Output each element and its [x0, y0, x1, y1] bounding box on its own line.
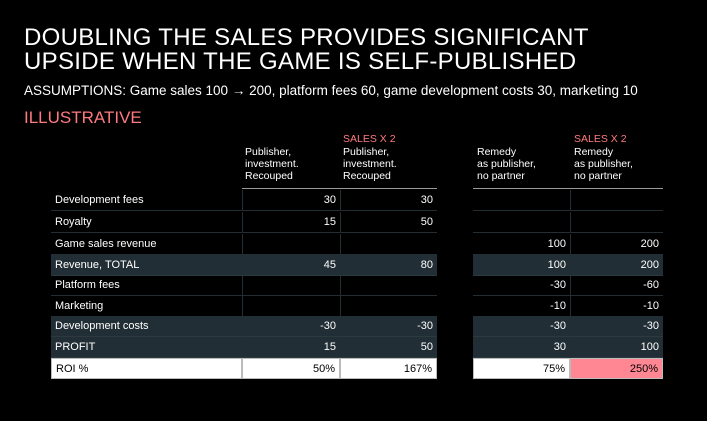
table-row-development-costs: Development costs -30 -30 -30 -30 — [51, 316, 663, 337]
table-cell — [340, 296, 437, 317]
column-header-publisher-sales-x2: SALES X 2 Publisher, investment. Recoupe… — [343, 133, 397, 182]
table-row-marketing: Marketing -10 -10 — [51, 296, 663, 317]
table-cell: 100 — [570, 337, 663, 358]
column-header-line: investment. — [343, 158, 397, 170]
column-header-line: investment. — [245, 158, 299, 170]
table-row-royalty: Royalty 15 50 — [51, 212, 663, 233]
column-header-line: as publisher, — [574, 158, 633, 170]
column-header-line: as publisher, — [477, 158, 536, 170]
table-cell: -30 — [570, 316, 663, 337]
table-row-roi: ROI % 50% 167% 75% 250% — [51, 358, 663, 379]
table-cell: -60 — [570, 275, 663, 296]
table-cell: 50% — [242, 358, 340, 379]
column-header-line: Publisher, — [245, 146, 292, 158]
page-title: DOUBLING THE SALES PROVIDES SIGNIFICANT … — [24, 26, 589, 74]
header-divider — [242, 188, 437, 189]
table-cell: 80 — [340, 255, 437, 276]
table-cell: -30 — [473, 316, 570, 337]
table-cell: 45 — [242, 255, 340, 276]
table-cell: 200 — [570, 234, 663, 255]
title-line-2: UPSIDE WHEN THE GAME IS SELF-PUBLISHED — [24, 48, 577, 75]
row-label: PROFIT — [51, 337, 242, 358]
table-cell: 30 — [473, 337, 570, 358]
table-cell: 15 — [242, 337, 340, 358]
row-label: Revenue, TOTAL — [51, 255, 242, 276]
table-cell — [473, 190, 570, 211]
column-header-remedy-sales-x2: SALES X 2 Remedy as publisher, no partne… — [574, 133, 633, 182]
column-header-line: Recouped — [245, 170, 293, 182]
table-cell: 200 — [570, 255, 663, 276]
assumptions-text: ASSUMPTIONS: Game sales 100 → 200, platf… — [24, 83, 638, 98]
table-row-revenue-total: Revenue, TOTAL 45 80 100 200 — [51, 255, 663, 276]
table-cell: 15 — [242, 212, 340, 233]
column-header-line: Publisher, — [343, 146, 390, 158]
table-cell: 100 — [473, 255, 570, 276]
column-tag — [245, 133, 299, 146]
roi-highlight-cell: 250% — [570, 358, 663, 379]
column-header-line: no partner — [477, 170, 525, 182]
table-row-development-fees: Development fees 30 30 — [51, 190, 663, 211]
table-cell: -30 — [340, 316, 437, 337]
row-label: Development costs — [51, 316, 242, 337]
table-cell: 30 — [242, 190, 340, 211]
column-header-publisher: Publisher, investment. Recouped — [245, 133, 299, 182]
table-cell — [340, 234, 437, 255]
row-label: ROI % — [51, 358, 242, 379]
table-cell: 167% — [340, 358, 437, 379]
table-cell: 30 — [340, 190, 437, 211]
table-cell: 50 — [340, 337, 437, 358]
column-tag — [477, 133, 536, 146]
column-tag: SALES X 2 — [343, 133, 396, 145]
row-label: Platform fees — [51, 275, 242, 296]
table-cell: 100 — [473, 234, 570, 255]
table-cell — [473, 212, 570, 233]
table-cell — [242, 275, 340, 296]
table-cell — [340, 275, 437, 296]
table-row-game-sales-revenue: Game sales revenue 100 200 — [51, 234, 663, 255]
illustrative-label: ILLUSTRATIVE — [24, 108, 142, 127]
column-tag: SALES X 2 — [574, 133, 627, 145]
table-cell: -30 — [242, 316, 340, 337]
row-label: Development fees — [51, 190, 242, 211]
row-label: Marketing — [51, 296, 242, 317]
table-cell: -30 — [473, 275, 570, 296]
column-header-line: Recouped — [343, 170, 391, 182]
row-label: Royalty — [51, 212, 242, 233]
table-row-profit: PROFIT 15 50 30 100 — [51, 337, 663, 358]
table-cell: 75% — [473, 358, 570, 379]
column-header-remedy: Remedy as publisher, no partner — [477, 133, 536, 182]
header-divider — [473, 188, 663, 189]
table-cell: -10 — [473, 296, 570, 317]
table-cell — [242, 234, 340, 255]
table-cell: -10 — [570, 296, 663, 317]
table-cell: 50 — [340, 212, 437, 233]
table-cell — [242, 296, 340, 317]
title-line-1: DOUBLING THE SALES PROVIDES SIGNIFICANT — [24, 24, 589, 51]
table-cell — [570, 212, 663, 233]
table-cell — [570, 190, 663, 211]
table-row-platform-fees: Platform fees -30 -60 — [51, 275, 663, 296]
column-header-line: no partner — [574, 170, 622, 182]
row-label: Game sales revenue — [51, 234, 242, 255]
column-header-line: Remedy — [574, 146, 614, 158]
column-header-line: Remedy — [477, 146, 517, 158]
